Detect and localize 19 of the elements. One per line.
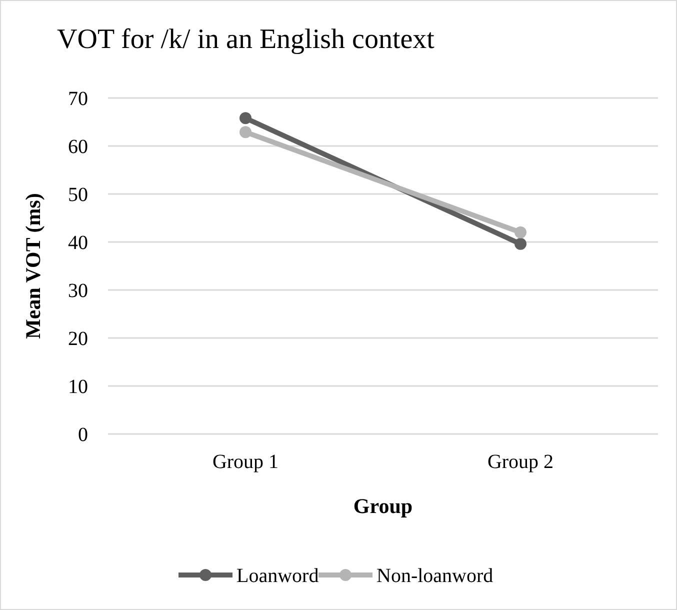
point: [240, 126, 252, 138]
y-tick-label: 60: [68, 136, 88, 158]
y-tick-label: 40: [68, 232, 88, 254]
y-tick-label: 10: [68, 376, 88, 398]
x-axis-title: Group: [353, 494, 413, 518]
point: [514, 226, 526, 238]
point: [514, 238, 526, 250]
y-tick-label: 20: [68, 328, 88, 350]
y-tick-label: 0: [78, 424, 88, 446]
y-tick-label: 50: [68, 184, 88, 206]
x-tick-label: Group 2: [487, 451, 554, 473]
y-axis-title: Mean VOT (ms): [21, 193, 45, 339]
legend-label: Non-loanword: [376, 565, 494, 587]
x-tick-label: Group 1: [212, 451, 279, 473]
y-tick-label: 70: [68, 88, 88, 110]
chart-title: VOT for /k/ in an English context: [57, 24, 435, 55]
y-tick-label: 30: [68, 280, 88, 302]
point: [240, 112, 252, 124]
legend-label: Loanword: [236, 565, 319, 587]
